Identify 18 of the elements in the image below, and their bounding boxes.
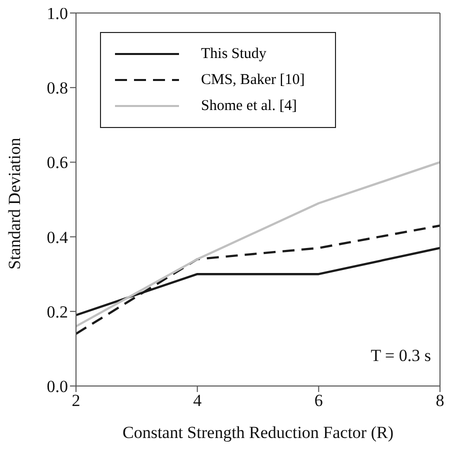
legend-label: Shome et al. [4] [201,98,297,114]
y-tick-label: 0.6 [46,153,68,172]
y-tick-label: 0.4 [46,228,68,247]
x-tick-label: 6 [314,391,323,410]
legend-label: CMS, Baker [10] [201,72,305,88]
line-series [76,161,440,328]
x-tick-label: 4 [193,391,202,410]
y-axis-title: Standard Deviation [5,137,24,270]
annotation: T = 0.3 s [370,346,431,366]
x-tick-label: 8 [436,391,444,410]
y-tick-label: 0.2 [46,302,68,322]
x-tick-label: 2 [72,391,80,410]
line-series [76,224,440,335]
y-tick-label: 1.0 [46,4,68,24]
x-axis-title: Constant Strength Reduction Factor (R) [122,423,394,442]
y-tick-label: 0.0 [46,377,68,396]
legend-label: This Study [201,46,266,62]
y-tick-label: 0.8 [46,78,68,98]
